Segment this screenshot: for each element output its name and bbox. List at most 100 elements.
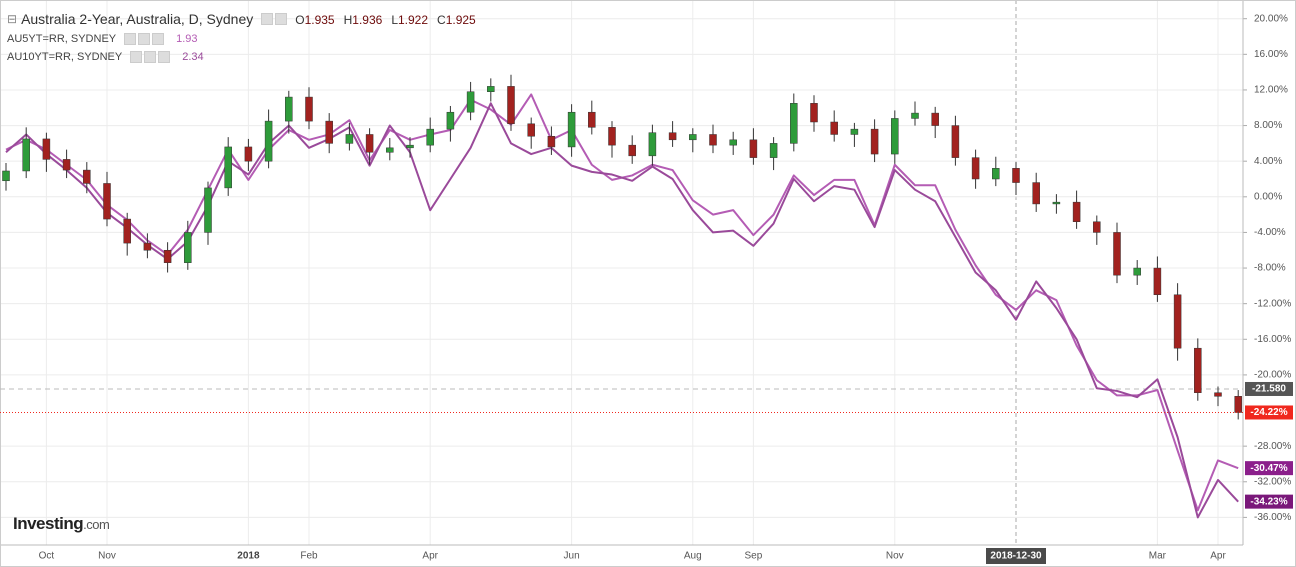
ohlc-item: O1.935 bbox=[295, 13, 334, 27]
candle-body bbox=[891, 118, 899, 155]
x-tick-label: 2018 bbox=[237, 551, 260, 562]
ohlc-values: O1.935 H1.936 L1.922 C1.925 bbox=[295, 11, 485, 27]
legend-icons[interactable] bbox=[261, 13, 288, 25]
candle-body bbox=[1093, 221, 1101, 233]
candle-body bbox=[971, 157, 980, 180]
series-legend: AU5YT=RR, SYDNEY 1.93 bbox=[7, 33, 198, 45]
x-tick-label: 2018-12-30 bbox=[990, 551, 1042, 562]
legend-value: 1.93 bbox=[176, 33, 198, 45]
candle-body bbox=[345, 134, 354, 144]
candle-body bbox=[466, 91, 475, 113]
candle-body bbox=[588, 111, 596, 128]
price-badge-label: -30.47% bbox=[1250, 463, 1287, 474]
candle-body bbox=[1194, 347, 1202, 393]
candle-body bbox=[527, 123, 535, 137]
ohlc-item: C1.925 bbox=[437, 13, 476, 27]
candle-body bbox=[689, 134, 697, 141]
candle-body bbox=[2, 170, 10, 182]
candle-body bbox=[1072, 201, 1081, 222]
candle-body bbox=[729, 139, 737, 146]
candle-body bbox=[931, 112, 939, 126]
candle-body bbox=[790, 103, 798, 144]
y-tick-label: 16.00% bbox=[1254, 49, 1288, 60]
candle-body bbox=[1113, 232, 1121, 276]
candle-body bbox=[810, 103, 818, 123]
candle-body bbox=[850, 128, 859, 135]
ohlc-item: L1.922 bbox=[391, 13, 428, 27]
candle-body bbox=[608, 127, 616, 146]
ohlc-label: C bbox=[437, 13, 446, 27]
ohlc-value: 1.925 bbox=[445, 13, 476, 27]
main-legend: ⊟ Australia 2-Year, Australia, D, Sydney… bbox=[7, 11, 485, 27]
x-tick-label: Feb bbox=[300, 551, 318, 562]
candle-body bbox=[628, 144, 636, 157]
candle-body bbox=[103, 183, 111, 220]
ohlc-value: 1.936 bbox=[352, 13, 383, 27]
y-tick-label: -4.00% bbox=[1254, 227, 1286, 238]
candle-body bbox=[648, 132, 657, 157]
candle-body bbox=[547, 136, 556, 148]
candle-body bbox=[507, 86, 515, 125]
candle-body bbox=[668, 132, 677, 141]
candle-body bbox=[709, 134, 717, 146]
y-tick-label: 4.00% bbox=[1254, 156, 1282, 167]
candle-body bbox=[951, 125, 960, 158]
y-tick-label: 0.00% bbox=[1254, 191, 1282, 202]
price-badge-label: -24.22% bbox=[1250, 407, 1287, 418]
y-tick-label: -8.00% bbox=[1254, 263, 1286, 274]
y-tick-label: 20.00% bbox=[1254, 13, 1288, 24]
candle-body bbox=[42, 138, 51, 160]
ohlc-item: H1.936 bbox=[344, 13, 383, 27]
brand-logo: Investing.com bbox=[13, 514, 110, 534]
candle-body bbox=[123, 218, 131, 244]
x-tick-label: Jun bbox=[564, 551, 580, 562]
candle-body bbox=[163, 249, 172, 263]
candle-body bbox=[1133, 267, 1141, 276]
candle-body bbox=[386, 147, 394, 153]
y-tick-label: -12.00% bbox=[1254, 298, 1291, 309]
y-tick-label: -32.00% bbox=[1254, 476, 1291, 487]
y-tick-label: -36.00% bbox=[1254, 512, 1291, 523]
brand-name: Investing bbox=[13, 514, 84, 533]
candle-body bbox=[1012, 168, 1020, 183]
price-badge-label: -21.580 bbox=[1252, 384, 1286, 395]
brand-suffix: .com bbox=[83, 517, 110, 532]
candle-body bbox=[1052, 201, 1061, 205]
y-tick-label: 12.00% bbox=[1254, 85, 1288, 96]
x-tick-label: Oct bbox=[39, 551, 55, 562]
candle-body bbox=[1173, 294, 1182, 349]
candle-body bbox=[769, 143, 778, 158]
x-tick-label: Nov bbox=[98, 551, 116, 562]
candle-body bbox=[1214, 392, 1222, 397]
ohlc-label: L bbox=[391, 13, 398, 27]
y-tick-label: -20.00% bbox=[1254, 370, 1291, 381]
candle-body bbox=[1153, 267, 1162, 296]
ohlc-value: 1.935 bbox=[304, 13, 335, 27]
y-tick-label: -28.00% bbox=[1254, 441, 1291, 452]
candle-body bbox=[285, 96, 293, 122]
y-tick-label: -16.00% bbox=[1254, 334, 1291, 345]
collapse-icon[interactable]: ⊟ bbox=[7, 12, 18, 26]
legend-icons[interactable] bbox=[130, 51, 171, 63]
candle-body bbox=[870, 128, 879, 155]
candle-body bbox=[244, 146, 253, 162]
x-tick-label: Mar bbox=[1149, 551, 1167, 562]
candle-body bbox=[992, 168, 1000, 180]
candle-body bbox=[62, 159, 71, 171]
candle-body bbox=[264, 120, 273, 162]
price-badge bbox=[1245, 494, 1293, 509]
legend-icons[interactable] bbox=[124, 33, 165, 45]
price-badge bbox=[1245, 461, 1293, 476]
ohlc-label: O bbox=[295, 13, 305, 27]
price-badge bbox=[1245, 381, 1293, 396]
legend-name: AU5YT=RR, SYDNEY bbox=[7, 33, 117, 45]
candle-body bbox=[83, 169, 91, 184]
series-line bbox=[5, 102, 1239, 519]
candle-body bbox=[406, 144, 414, 149]
candle-body bbox=[567, 111, 576, 148]
series-line bbox=[5, 93, 1239, 512]
legend-name: AU10YT=RR, SYDNEY bbox=[7, 51, 123, 63]
price-badge bbox=[1245, 405, 1293, 420]
